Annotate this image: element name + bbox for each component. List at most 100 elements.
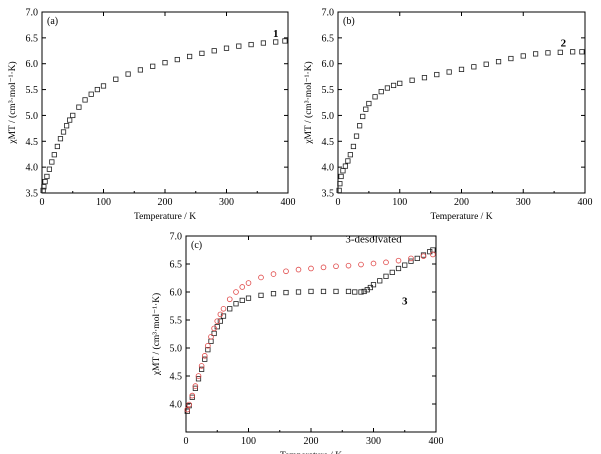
- y-axis-label: χMT / (cm³·mol⁻¹·K): [303, 61, 314, 144]
- data-point: [258, 292, 264, 298]
- data-point: [345, 262, 352, 269]
- y-tick-label: 4.0: [26, 163, 39, 174]
- data-point: [205, 342, 211, 349]
- data-point: [345, 158, 351, 164]
- data-point: [94, 86, 100, 93]
- data-point: [273, 39, 279, 45]
- y-tick-label: 6.0: [26, 59, 39, 70]
- data-point: [358, 289, 364, 295]
- y-tick-label: 6.5: [322, 33, 335, 44]
- x-tick-label: 200: [454, 197, 469, 208]
- data-point: [67, 117, 73, 123]
- data-point: [337, 181, 343, 187]
- x-axis-label: Temperature / K: [430, 212, 492, 222]
- data-point: [150, 63, 156, 69]
- data-point: [360, 113, 366, 120]
- data-point: [520, 53, 526, 59]
- data-point: [199, 366, 205, 372]
- data-point: [195, 376, 202, 382]
- data-point: [409, 77, 415, 83]
- data-point: [217, 318, 223, 324]
- panel-label: (a): [47, 16, 58, 27]
- data-point: [352, 289, 358, 295]
- x-tick-label: 0: [184, 436, 189, 447]
- y-tick-label: 4.5: [170, 372, 183, 383]
- y-tick-label: 6.5: [26, 33, 39, 44]
- data-point: [427, 249, 433, 255]
- data-point: [226, 296, 233, 303]
- data-point: [201, 353, 208, 359]
- data-point: [378, 89, 384, 95]
- data-point: [64, 123, 70, 129]
- data-point: [408, 258, 414, 264]
- data-point: [533, 51, 539, 57]
- data-point: [199, 50, 205, 56]
- data-point: [248, 41, 254, 48]
- data-point: [430, 247, 436, 253]
- data-point: [192, 383, 199, 389]
- data-point: [44, 173, 50, 180]
- data-point: [350, 143, 357, 150]
- x-tick-label: 400: [578, 197, 593, 208]
- y-tick-label: 5.5: [26, 85, 39, 96]
- data-point: [239, 297, 245, 304]
- data-point: [137, 67, 143, 73]
- data-point: [395, 257, 402, 264]
- data-point: [211, 330, 217, 337]
- y-tick-label: 5.0: [322, 111, 335, 122]
- data-point: [184, 406, 191, 413]
- data-point: [430, 251, 436, 258]
- data-point: [214, 324, 220, 330]
- series-3-desolvated: [184, 251, 436, 413]
- data-point: [320, 288, 327, 295]
- x-tick-label: 200: [304, 436, 319, 447]
- data-point: [258, 274, 264, 281]
- data-point: [340, 168, 346, 174]
- data-point: [342, 163, 349, 169]
- data-point: [208, 338, 214, 344]
- data-point: [579, 49, 585, 55]
- data-point: [220, 313, 227, 319]
- data-point: [192, 385, 198, 391]
- x-tick-label: 300: [366, 436, 381, 447]
- chart-panel-b: 0 100 200 300 400 3.5 4.0 4.5 5.0 5.5 6.0 6.5 7.0 Tem…: [303, 8, 593, 223]
- data-point: [174, 56, 180, 63]
- y-tick-label: 5.5: [322, 85, 335, 96]
- data-point: [245, 280, 252, 286]
- data-point: [377, 278, 383, 284]
- data-point: [189, 392, 196, 399]
- y-tick-label: 4.0: [322, 163, 335, 174]
- data-point: [336, 187, 342, 194]
- series-label: 1: [273, 28, 279, 40]
- data-point: [100, 83, 107, 89]
- data-point: [41, 184, 47, 190]
- data-point: [227, 306, 233, 312]
- x-tick-label: 0: [40, 197, 45, 208]
- data-point: [333, 288, 339, 295]
- data-point: [54, 143, 60, 150]
- y-tick-label: 6.5: [170, 260, 183, 271]
- x-tick-label: 100: [96, 197, 111, 208]
- data-point: [383, 273, 389, 279]
- data-point: [308, 265, 314, 272]
- y-axis-label: χMT / (cm³·mol⁻¹·K): [151, 293, 162, 376]
- data-point: [211, 48, 217, 54]
- plot-frame: [337, 11, 586, 194]
- data-point: [383, 259, 389, 266]
- x-tick-label: 400: [281, 197, 296, 208]
- x-tick-label: 200: [158, 197, 173, 208]
- data-point: [42, 179, 48, 185]
- data-point: [345, 288, 352, 295]
- data-point: [233, 289, 239, 295]
- data-point: [366, 100, 372, 107]
- data-point: [557, 49, 563, 55]
- data-point: [320, 264, 327, 271]
- data-point: [186, 53, 193, 60]
- series-label: 3: [402, 295, 408, 307]
- y-tick-label: 4.5: [322, 137, 335, 148]
- data-point: [395, 265, 402, 272]
- y-tick-label: 7.0: [170, 232, 183, 243]
- y-tick-label: 5.0: [26, 111, 39, 122]
- data-point: [82, 97, 88, 103]
- data-point: [233, 301, 239, 307]
